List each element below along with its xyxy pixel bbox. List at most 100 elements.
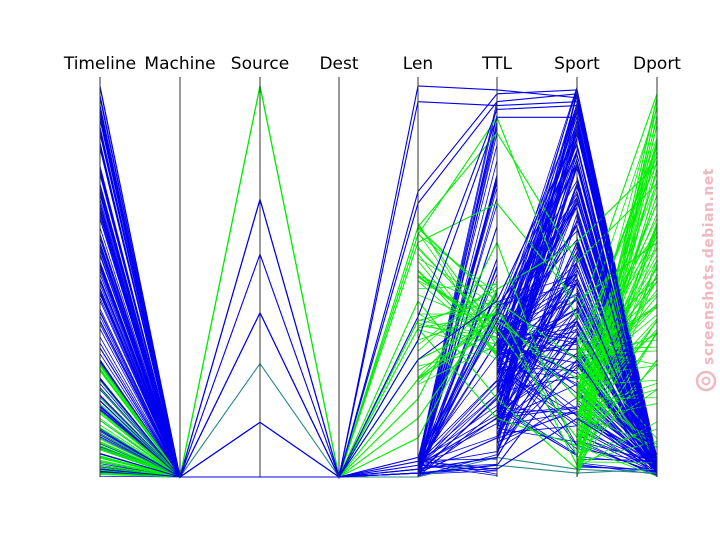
series-line-18 xyxy=(99,104,658,479)
band-segment-0 xyxy=(496,332,578,358)
band-segment-5 xyxy=(417,100,498,461)
band-segment-3 xyxy=(576,273,658,433)
band-segment-6 xyxy=(417,312,498,360)
series-line-2 xyxy=(99,85,658,480)
watermark-text: screenshots.debian.net xyxy=(701,168,717,365)
axis-label-source: Source xyxy=(231,54,289,74)
band-segment-4 xyxy=(99,418,181,478)
band-segment-5 xyxy=(417,414,498,462)
axis-label-timeline: Timeline xyxy=(63,54,136,74)
band-segment-3 xyxy=(576,331,658,466)
band-segment-5 xyxy=(417,325,498,461)
band-segment-6 xyxy=(417,347,498,367)
band-segment-0 xyxy=(496,239,578,333)
band-segment-0 xyxy=(496,151,578,413)
band-segment-3 xyxy=(576,379,658,387)
axis-label-len: Len xyxy=(403,54,433,74)
band-segment-2 xyxy=(99,246,181,478)
axis-label-ttl: TTL xyxy=(481,54,512,74)
band-segment-3 xyxy=(576,263,658,462)
band-segment-4 xyxy=(99,388,181,478)
band-segment-6 xyxy=(417,228,498,303)
band-segment-6 xyxy=(417,280,498,352)
band-segment-0 xyxy=(496,411,578,427)
band-segment-3 xyxy=(576,248,658,393)
band-segment-6 xyxy=(417,325,498,338)
band-segment-3 xyxy=(576,421,658,469)
band-segment-0 xyxy=(496,93,578,442)
band-segment-2 xyxy=(99,186,181,478)
band-segment-3 xyxy=(576,445,658,477)
axes-group xyxy=(99,77,658,477)
band-segment-0 xyxy=(496,307,578,451)
band-segment-6 xyxy=(417,285,498,345)
band-segment-3 xyxy=(576,428,658,454)
band-segment-3 xyxy=(576,331,658,398)
band-segment-2 xyxy=(99,312,181,478)
band-segment-6 xyxy=(417,276,498,331)
band-segment-0 xyxy=(496,334,578,420)
band-segment-4 xyxy=(99,413,181,478)
band-segment-1 xyxy=(576,423,658,475)
band-segment-1 xyxy=(576,444,658,473)
band-segment-0 xyxy=(496,273,578,325)
axis-label-sport: Sport xyxy=(554,54,600,74)
band-segment-5 xyxy=(417,464,498,477)
band-segment-5 xyxy=(417,114,498,476)
band-segment-5 xyxy=(417,405,498,463)
band-segment-3 xyxy=(576,108,658,345)
band-segment-0 xyxy=(496,397,578,451)
band-segment-1 xyxy=(576,416,658,465)
band-segment-6 xyxy=(417,323,498,371)
band-segment-1 xyxy=(576,216,658,462)
band-segment-5 xyxy=(417,273,498,464)
axis-label-dport: Dport xyxy=(633,54,681,74)
band-segment-3 xyxy=(576,142,658,403)
band-segment-0 xyxy=(496,190,578,348)
band-segment-3 xyxy=(576,266,658,417)
band-segment-4 xyxy=(99,397,181,478)
band-segment-0 xyxy=(496,281,578,395)
band-segment-2 xyxy=(99,279,181,478)
band-segment-6 xyxy=(417,248,498,329)
band-segment-5 xyxy=(417,409,498,478)
band-segment-3 xyxy=(576,346,658,350)
band-segment-0 xyxy=(496,150,578,377)
band-segment-0 xyxy=(496,296,578,390)
band-segment-6 xyxy=(417,257,498,307)
band-segment-0 xyxy=(496,336,578,448)
band-segment-2 xyxy=(99,328,181,478)
band-segment-2 xyxy=(99,300,181,478)
band-segment-0 xyxy=(496,213,578,454)
band-segment-0 xyxy=(496,102,578,412)
band-segment-3 xyxy=(576,119,658,422)
band-segment-2 xyxy=(99,359,181,478)
band-segment-1 xyxy=(576,304,658,460)
band-segment-0 xyxy=(496,369,578,427)
band-segment-3 xyxy=(576,277,658,357)
band-segment-6 xyxy=(417,289,498,327)
series-line-20 xyxy=(99,131,658,478)
band-segment-4 xyxy=(99,365,181,478)
series-lines xyxy=(99,85,658,480)
series-line-15 xyxy=(99,93,658,479)
band-segment-5 xyxy=(417,393,498,462)
band-segment-3 xyxy=(576,314,658,381)
band-segment-0 xyxy=(496,406,578,457)
band-segment-3 xyxy=(576,365,658,378)
axis-label-machine: Machine xyxy=(144,54,215,74)
band-segment-5 xyxy=(417,436,498,465)
band-segment-0 xyxy=(496,206,578,306)
axis-label-dest: Dest xyxy=(319,54,358,74)
band-segment-0 xyxy=(496,366,578,445)
band-segment-0 xyxy=(496,312,578,342)
band-segment-6 xyxy=(417,319,498,338)
band-segment-3 xyxy=(576,259,658,476)
band-segment-6 xyxy=(417,284,498,290)
watermark: screenshots.debian.net xyxy=(695,168,717,392)
band-segment-0 xyxy=(496,180,578,316)
band-segment-6 xyxy=(417,222,498,347)
band-segment-3 xyxy=(576,332,658,450)
axis-labels: Timeline Machine Source Dest Len TTL Sport Dpor… xyxy=(63,54,681,74)
